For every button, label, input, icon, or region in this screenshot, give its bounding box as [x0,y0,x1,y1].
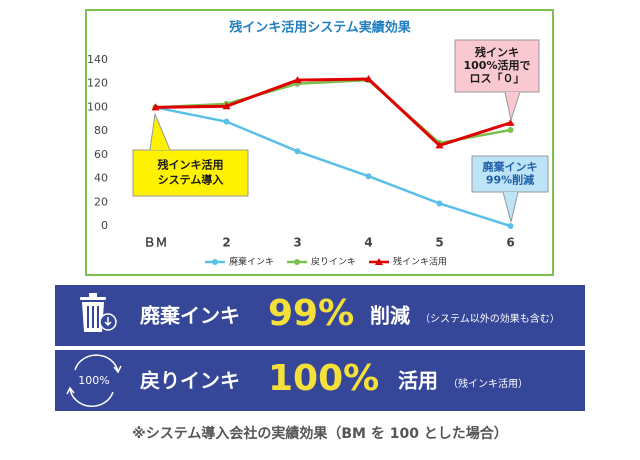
y-tick-label: 20 [94,195,108,208]
callout-pointer [504,91,521,122]
x-tick-label: 4 [364,236,372,250]
x-tick-label: 2 [222,236,230,250]
callout-text: システム導入 [158,173,224,187]
trash-icon [80,293,117,332]
marker [223,118,230,125]
marker [507,223,514,229]
legend-marker [375,258,383,265]
x-tick-label: 6 [506,236,514,250]
x-tick-label: 5 [435,236,443,250]
y-tick-label: 60 [94,148,108,161]
callout-box [132,149,249,197]
banner-note: （残インキ活用） [448,377,528,390]
series-line [155,106,511,228]
banner-effect: 活用 [398,369,438,393]
callout-box [454,39,540,93]
legend-label: 戻りインキ [311,256,356,268]
marker [151,103,160,111]
callout-text: 廃棄インキ [483,160,538,174]
marker [435,141,444,149]
y-tick-label: 40 [94,172,108,185]
marker [506,118,515,126]
legend-label: 残インキ活用 [393,256,447,268]
marker [365,173,372,180]
callout-text: 100%活用で [464,58,531,72]
icon-label: 100% [78,374,109,387]
marker [222,102,231,110]
footnote: ※システム導入会社の実績効果（BM を 100 とした場合） [132,425,508,442]
callout-text: ロス「０」 [470,71,525,85]
y-tick-label: 120 [87,77,108,90]
y-tick-label: 0 [101,219,108,232]
callout-pointer [149,112,171,151]
legend-marker [294,259,300,265]
cycle-icon [66,354,122,407]
banner-label: 廃棄インキ [140,304,240,328]
marker [294,148,301,155]
x-tick-label: ＢＭ [143,236,167,250]
marker [293,76,302,84]
y-tick-label: 140 [87,53,108,66]
marker [364,74,373,82]
y-tick-label: 80 [94,124,108,137]
banner [55,285,585,346]
callout-text: 残インキ [475,45,519,59]
x-tick-label: 3 [293,236,301,250]
banner-note: （システム以外の効果も含む） [420,312,560,325]
marker [436,200,443,207]
chart-title: 残インキ活用システム実績効果 [229,20,411,36]
legend-marker [212,259,218,265]
y-tick-label: 100 [87,100,108,113]
banner-figure: 100% [268,358,379,399]
banner-effect: 削減 [370,304,410,328]
banner-label: 戻りインキ [140,369,240,393]
callout-text: 残インキ活用 [158,158,224,172]
legend-label: 廃棄インキ [229,256,274,268]
callout-box [471,155,549,193]
banner [55,350,585,411]
marker [507,126,514,133]
banner-figure: 99% [268,293,354,334]
series-line [155,77,511,148]
callout-text: 99%削減 [486,173,534,187]
callout-pointer [502,191,519,223]
